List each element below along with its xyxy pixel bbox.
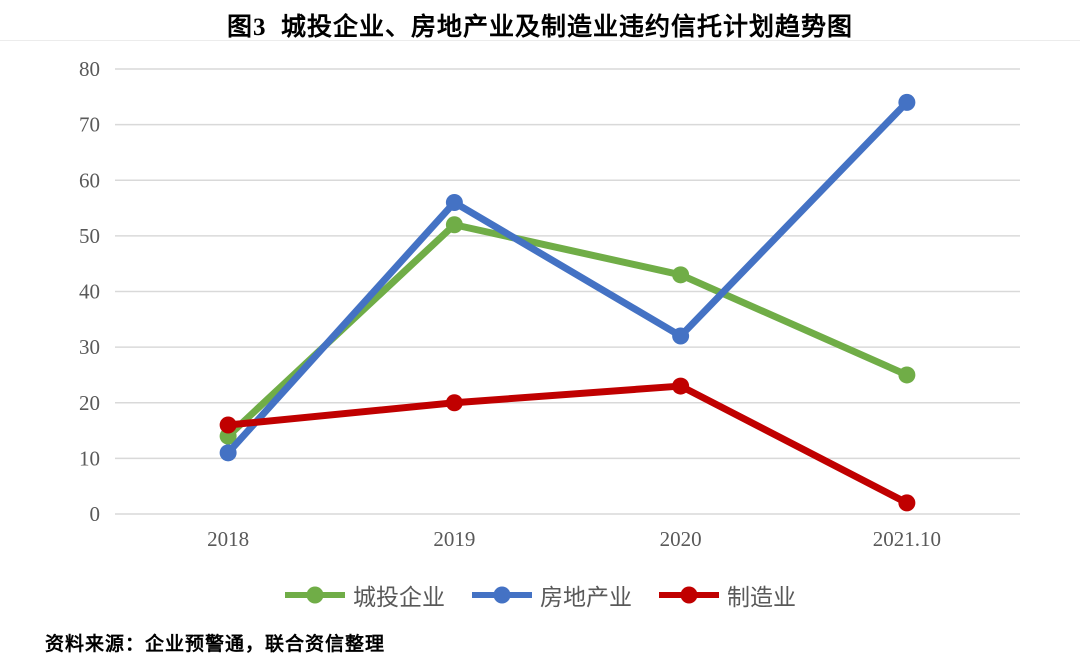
svg-text:2018: 2018 xyxy=(207,527,249,551)
svg-text:40: 40 xyxy=(79,280,100,304)
svg-text:10: 10 xyxy=(79,446,100,470)
svg-text:20: 20 xyxy=(79,391,100,415)
chart-title: 图3 城投企业、房地产业及制造业违约信托计划趋势图 xyxy=(226,14,853,41)
legend-label: 制造业 xyxy=(727,585,796,610)
svg-text:70: 70 xyxy=(79,113,100,137)
svg-text:0: 0 xyxy=(90,502,101,526)
legend-line-marker-icon xyxy=(472,586,532,604)
svg-text:80: 80 xyxy=(79,57,100,81)
legend-item-zhizaoye: 制造业 xyxy=(658,578,796,612)
legend-label: 城投企业 xyxy=(353,585,445,610)
svg-text:60: 60 xyxy=(79,168,100,192)
line-chart-canvas: 0 10 20 30 40 50 60 70 80 2018 2019 2020 2021.10 xyxy=(79,57,1020,551)
legend-line-marker-icon xyxy=(659,586,719,604)
legend-item-chengtou: 城投企业 xyxy=(284,578,445,612)
svg-text:2021.10: 2021.10 xyxy=(873,527,941,551)
legend-label: 房地产业 xyxy=(540,585,632,610)
svg-text:2019: 2019 xyxy=(433,527,475,551)
legend-line-marker-icon xyxy=(285,586,345,604)
svg-text:30: 30 xyxy=(79,335,100,359)
legend-item-fangdichan: 房地产业 xyxy=(471,578,632,612)
chart-plot-area: 0 10 20 30 40 50 60 70 80 2018 2019 2020 2021.10 xyxy=(0,40,1080,573)
data-source-note: 资料来源：企业预警通，联合资信整理 xyxy=(45,634,386,655)
chart-legend: 城投企业 房地产业 制造业 xyxy=(0,573,1080,617)
svg-text:2020: 2020 xyxy=(660,527,702,551)
svg-text:50: 50 xyxy=(79,224,100,248)
